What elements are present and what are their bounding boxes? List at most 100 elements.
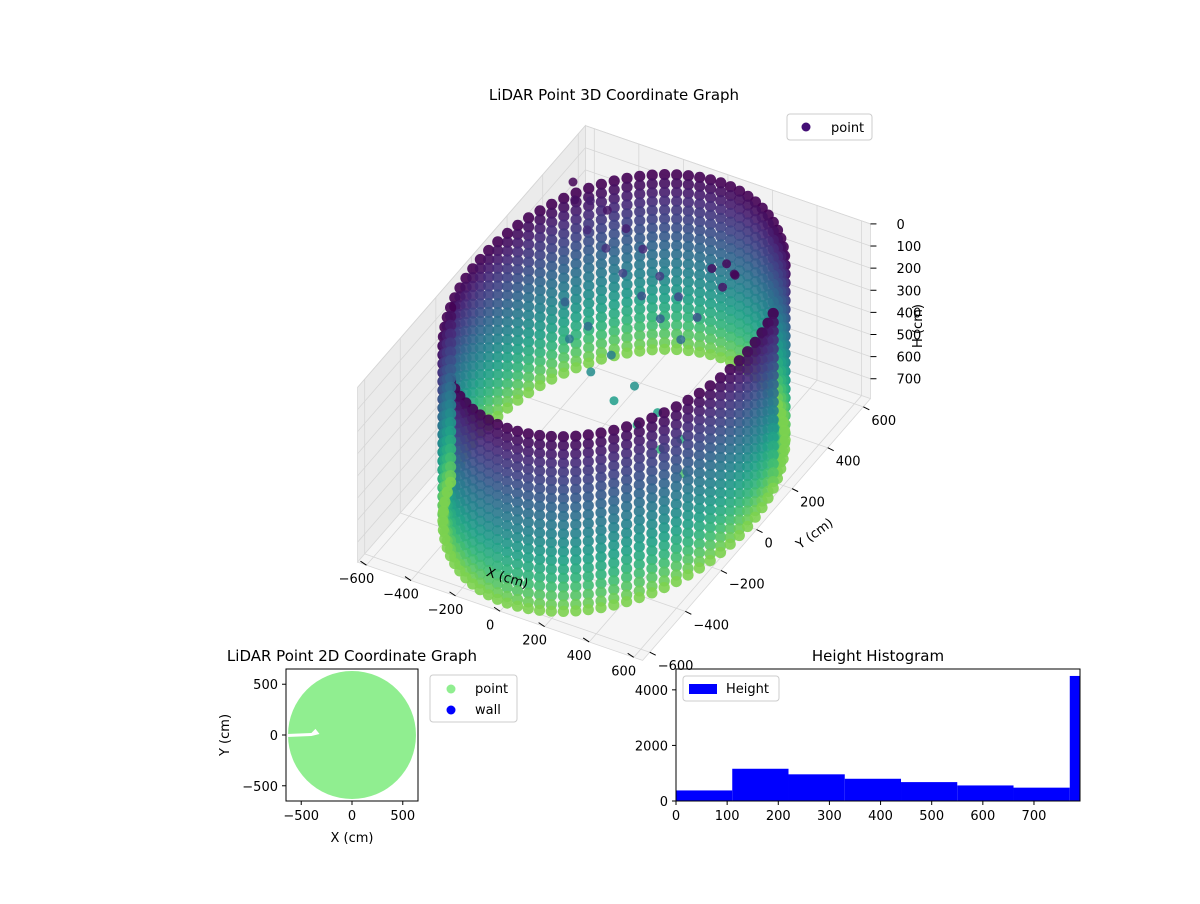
- wall-point-front: [522, 499, 534, 511]
- wall-point-back: [558, 219, 570, 231]
- wall-point-back: [704, 349, 717, 361]
- wall-point-front: [633, 567, 645, 579]
- wall-point-back: [646, 178, 658, 190]
- wall-point-back: [646, 266, 658, 278]
- wall-point-front: [658, 582, 670, 594]
- wall-point-front: [693, 562, 706, 574]
- wall-point-back: [492, 289, 504, 301]
- wall-point-front: [534, 518, 546, 530]
- wall-point-front: [704, 495, 716, 507]
- wall-point-back: [501, 316, 514, 328]
- wall-point-front: [733, 408, 745, 420]
- wall-point-back: [646, 249, 658, 261]
- wall-point-front: [501, 431, 513, 443]
- wall-point-front: [445, 372, 457, 384]
- histogram-bar: [676, 790, 733, 801]
- wall-point-back: [715, 352, 727, 364]
- wall-point-back: [546, 373, 558, 385]
- wall-point-front: [445, 399, 457, 411]
- wall-point-front: [714, 425, 727, 437]
- wall-point-back: [512, 219, 524, 231]
- wall-point-front: [646, 554, 658, 566]
- y-tick-label-3d: −400: [693, 618, 729, 633]
- wall-point-front: [682, 492, 694, 504]
- wall-point-back: [583, 289, 595, 301]
- wall-point-back: [634, 215, 646, 227]
- wall-point-front: [501, 537, 513, 550]
- wall-point-front: [682, 447, 694, 460]
- x-tick-label-histogram: 200: [766, 809, 791, 824]
- wall-point-back: [501, 227, 514, 239]
- wall-point-back: [704, 174, 717, 186]
- wall-point-front: [570, 492, 582, 504]
- wall-point-back: [646, 319, 658, 332]
- z-tick-label-3d: 500: [896, 328, 921, 343]
- y-tick-label-3d: 600: [871, 414, 896, 429]
- wall-point-back: [634, 276, 646, 289]
- wall-point-front: [621, 545, 633, 557]
- wall-point-back: [715, 186, 727, 198]
- wall-point-back: [512, 281, 524, 293]
- wall-point-back: [777, 453, 789, 465]
- wall-point-back: [534, 267, 546, 279]
- wall-point-back: [704, 253, 717, 266]
- wall-point-back: [671, 319, 683, 331]
- wall-point-back: [671, 222, 683, 234]
- wall-point-front: [545, 483, 557, 496]
- wall-point-back: [512, 394, 524, 406]
- wall-point-back: [570, 311, 582, 323]
- wall-point-front: [445, 434, 457, 446]
- y-tick-3d: [863, 406, 870, 411]
- wall-point-back: [704, 333, 717, 345]
- wall-point-front: [693, 485, 706, 497]
- wall-point-back: [742, 190, 754, 202]
- wall-point-back: [682, 344, 695, 357]
- wall-point-back: [501, 263, 514, 275]
- wall-point-front: [621, 527, 633, 539]
- wall-point-back: [694, 346, 706, 358]
- wall-point-back: [715, 203, 727, 216]
- wall-point-back: [608, 255, 620, 267]
- wall-point-front: [682, 430, 694, 442]
- wall-point-back: [724, 331, 737, 343]
- wall-point-back: [558, 316, 570, 328]
- wall-point-front: [733, 487, 745, 500]
- wall-point-back: [671, 231, 683, 243]
- x-tick-label-2d: 0: [348, 809, 356, 824]
- wall-point-back: [595, 178, 608, 190]
- wall-point-back: [492, 245, 504, 257]
- wall-point-back: [659, 186, 671, 198]
- wall-point-front: [557, 501, 570, 514]
- wall-point-front: [733, 434, 745, 446]
- wall-point-back: [608, 193, 620, 205]
- wall-point-front: [646, 527, 658, 539]
- wall-point-back: [492, 271, 504, 283]
- wall-point-front: [491, 480, 504, 493]
- point-cloud-gap-2d: [287, 728, 320, 738]
- wall-point-front: [545, 466, 557, 478]
- wall-point-front: [658, 478, 670, 490]
- wall-point-front: [482, 485, 495, 497]
- wall-point-back: [570, 284, 582, 296]
- wall-point-front: [570, 501, 582, 513]
- wall-point-front: [474, 584, 486, 596]
- wall-point-front: [767, 449, 779, 461]
- interior-point: [676, 335, 686, 345]
- wall-point-back: [704, 218, 717, 230]
- wall-point-back: [546, 331, 558, 343]
- x-tick-label-2d: −500: [283, 809, 319, 824]
- wall-point-front: [522, 578, 534, 590]
- wall-point-front: [767, 396, 779, 408]
- wall-point-back: [733, 309, 746, 321]
- wall-point-front: [534, 447, 546, 459]
- wall-point-front: [621, 562, 633, 575]
- wall-point-back: [501, 245, 514, 257]
- wall-point-back: [483, 351, 495, 363]
- wall-point-back: [659, 204, 671, 216]
- wall-point-back: [742, 314, 754, 326]
- wall-point-back: [546, 313, 558, 325]
- wall-point-front: [670, 576, 682, 588]
- wall-point-back: [558, 245, 570, 258]
- wall-point-back: [608, 219, 620, 231]
- wall-point-back: [724, 181, 737, 193]
